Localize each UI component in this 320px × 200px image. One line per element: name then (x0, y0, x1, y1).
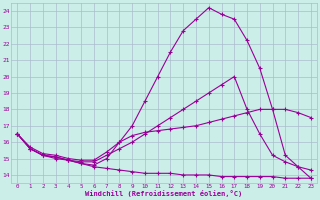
X-axis label: Windchill (Refroidissement éolien,°C): Windchill (Refroidissement éolien,°C) (85, 190, 243, 197)
